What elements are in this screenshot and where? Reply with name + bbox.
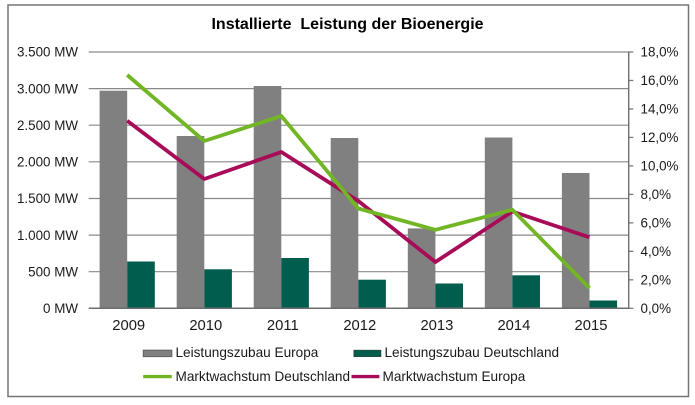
svg-text:0,0%: 0,0% [641,301,672,316]
svg-text:12,0%: 12,0% [641,130,679,145]
svg-text:Marktwachstum Deutschland: Marktwachstum Deutschland [176,369,351,384]
svg-text:2,0%: 2,0% [641,273,672,288]
svg-text:1.500 MW: 1.500 MW [17,191,78,206]
svg-text:4,0%: 4,0% [641,244,672,259]
svg-text:2010: 2010 [189,318,222,334]
svg-text:16,0%: 16,0% [641,73,679,88]
svg-text:2.500 MW: 2.500 MW [17,118,78,133]
svg-text:18,0%: 18,0% [641,45,679,60]
svg-text:Leistungszubau Deutschland: Leistungszubau Deutschland [385,345,560,360]
svg-text:2.000 MW: 2.000 MW [17,155,78,170]
svg-text:2011: 2011 [267,318,299,334]
svg-text:2015: 2015 [575,318,608,334]
svg-text:6,0%: 6,0% [641,216,672,231]
svg-text:0 MW: 0 MW [43,301,78,316]
svg-text:2014: 2014 [497,318,530,334]
svg-text:500 MW: 500 MW [28,264,78,279]
svg-text:2012: 2012 [343,318,376,334]
svg-text:14,0%: 14,0% [641,102,679,117]
svg-text:3.500 MW: 3.500 MW [17,45,78,60]
svg-text:Marktwachstum Europa: Marktwachstum Europa [383,369,526,384]
svg-text:Installierte Leistung der Bio: Installierte Leistung der Bioenergie [211,16,483,33]
svg-text:Leistungszubau Europa: Leistungszubau Europa [176,345,319,360]
svg-text:1.000 MW: 1.000 MW [17,228,78,243]
svg-text:8,0%: 8,0% [641,187,672,202]
svg-text:3.000 MW: 3.000 MW [17,81,78,96]
svg-text:10,0%: 10,0% [641,159,679,174]
svg-text:2009: 2009 [112,318,145,334]
svg-text:2013: 2013 [420,318,453,334]
